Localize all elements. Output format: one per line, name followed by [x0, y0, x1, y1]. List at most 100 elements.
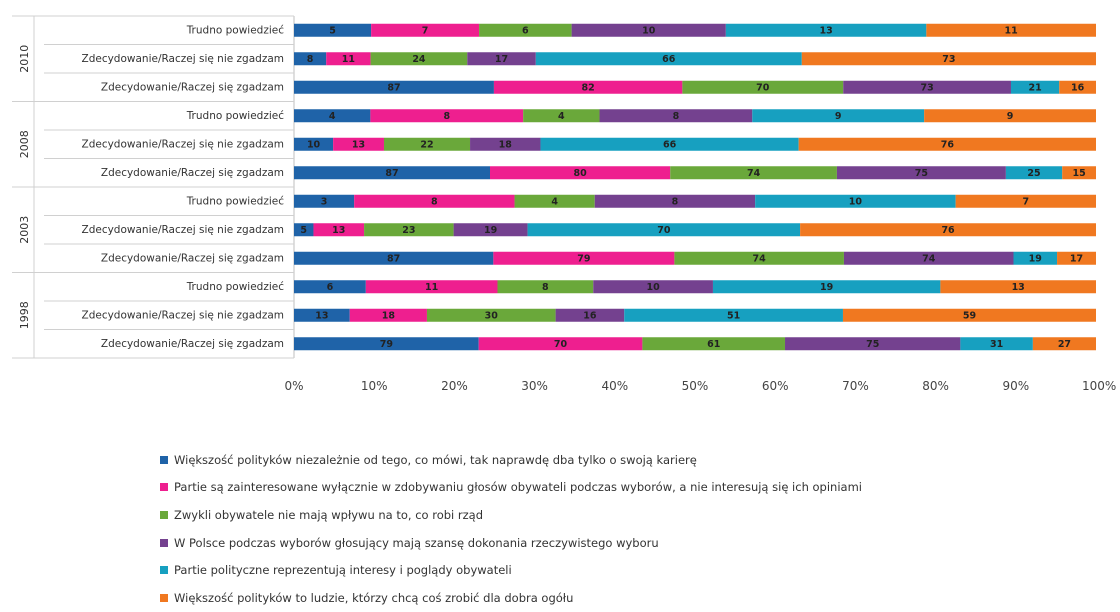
bar-segment	[593, 280, 713, 294]
data-label: 59	[963, 310, 976, 321]
legend-label: Większość polityków to ludzie, którzy ch…	[174, 590, 574, 605]
legend-swatch	[160, 538, 168, 547]
bar-segment	[1013, 251, 1058, 265]
data-label: 87	[387, 82, 400, 93]
data-label: 23	[402, 225, 415, 236]
bar-segment	[624, 308, 843, 322]
group-label: 2008	[18, 130, 31, 158]
data-label: 66	[663, 139, 677, 150]
row-label: Zdecydowanie/Raczej się nie zgadzam	[82, 224, 285, 236]
bar-segment	[642, 337, 786, 351]
data-label: 4	[558, 111, 565, 122]
legend-item: Większość polityków to ludzie, którzy ch…	[160, 584, 1100, 612]
bar-segment	[571, 23, 726, 37]
data-label: 6	[522, 25, 529, 36]
bar-segment	[955, 194, 1096, 208]
data-label: 70	[756, 82, 770, 93]
bar-segment	[785, 337, 961, 351]
bar-segment	[294, 337, 479, 351]
data-label: 61	[707, 339, 720, 350]
data-label: 66	[662, 54, 676, 65]
legend-label: Zwykli obywatele nie mają wpływu na to, …	[174, 507, 484, 522]
x-tick-label: 20%	[441, 379, 468, 393]
data-label: 73	[942, 54, 955, 65]
bar-segment	[365, 280, 498, 294]
bar-segment	[467, 52, 536, 66]
data-label: 18	[382, 310, 396, 321]
data-label: 19	[1029, 253, 1042, 264]
bar-segment	[370, 109, 524, 123]
bar-segment	[523, 109, 600, 123]
legend-item: Partie polityczne reprezentują interesy …	[160, 556, 1100, 584]
legend-label: Partie polityczne reprezentują interesy …	[174, 563, 512, 578]
data-label: 19	[820, 282, 833, 293]
legend-label: W Polsce podczas wyborów głosujący mają …	[174, 535, 659, 550]
x-tick-label: 90%	[1002, 379, 1029, 393]
x-tick-label: 60%	[762, 379, 789, 393]
bar-segment	[453, 223, 528, 237]
bar-segment	[800, 223, 1096, 237]
bar-segment	[682, 80, 844, 94]
bar-segment	[497, 280, 594, 294]
data-label: 4	[329, 111, 336, 122]
bar-segment	[313, 223, 365, 237]
bar-segment	[755, 194, 956, 208]
data-label: 70	[657, 225, 671, 236]
bar-segment	[349, 308, 427, 322]
data-label: 6	[327, 282, 334, 293]
bar-segment	[712, 280, 941, 294]
bar-segment	[843, 251, 1014, 265]
bar-segment	[294, 166, 490, 180]
data-label: 79	[380, 339, 393, 350]
legend-swatch	[160, 566, 168, 575]
row-label: Zdecydowanie/Raczej się zgadzam	[101, 252, 284, 264]
bar-segment	[333, 137, 384, 151]
bar-segment	[555, 308, 625, 322]
bar-segment	[594, 194, 756, 208]
data-label: 31	[990, 339, 1003, 350]
row-label: Zdecydowanie/Raczej się nie zgadzam	[82, 309, 285, 321]
data-label: 15	[1072, 168, 1085, 179]
data-label: 13	[1012, 282, 1025, 293]
data-label: 27	[1058, 339, 1071, 350]
bar-segment	[540, 137, 799, 151]
legend-swatch	[160, 483, 168, 492]
data-label: 30	[485, 310, 499, 321]
data-label: 16	[1071, 82, 1085, 93]
legend: Większość polityków niezależnie od tego,…	[160, 446, 1100, 612]
data-label: 8	[443, 111, 450, 122]
data-label: 73	[920, 82, 933, 93]
data-label: 16	[583, 310, 597, 321]
x-tick-label: 70%	[842, 379, 869, 393]
data-label: 8	[431, 196, 438, 207]
data-label: 3	[321, 196, 328, 207]
row-label: Trudno powiedzieć	[186, 195, 285, 207]
bar-segment	[752, 109, 925, 123]
data-label: 70	[554, 339, 568, 350]
row-label: Zdecydowanie/Raczej się nie zgadzam	[82, 53, 285, 65]
data-label: 7	[422, 25, 429, 36]
bar-segment	[326, 52, 371, 66]
bar-segment	[535, 52, 802, 66]
data-label: 11	[342, 54, 355, 65]
legend-swatch	[160, 593, 168, 602]
data-label: 17	[1070, 253, 1083, 264]
row-label: Trudno powiedzieć	[186, 110, 285, 122]
x-tick-label: 40%	[601, 379, 628, 393]
group-label: 2010	[18, 45, 31, 73]
bar-segment	[489, 166, 671, 180]
data-label: 13	[315, 310, 328, 321]
bar-segment	[294, 23, 372, 37]
data-label: 7	[1023, 196, 1030, 207]
data-label: 18	[499, 139, 513, 150]
data-label: 8	[542, 282, 549, 293]
row-label: Zdecydowanie/Raczej się zgadzam	[101, 338, 284, 350]
bar-segment	[674, 251, 844, 265]
group-labels: 2010 2008 2003 1998	[18, 45, 31, 330]
legend-item: W Polsce podczas wyborów głosujący mają …	[160, 529, 1100, 557]
row-label: Trudno powiedzieć	[186, 281, 285, 293]
bar-segment	[493, 251, 675, 265]
x-tick-label: 100%	[1082, 379, 1116, 393]
data-label: 11	[1005, 25, 1018, 36]
row-label: Zdecydowanie/Raczej się nie zgadzam	[82, 138, 285, 150]
